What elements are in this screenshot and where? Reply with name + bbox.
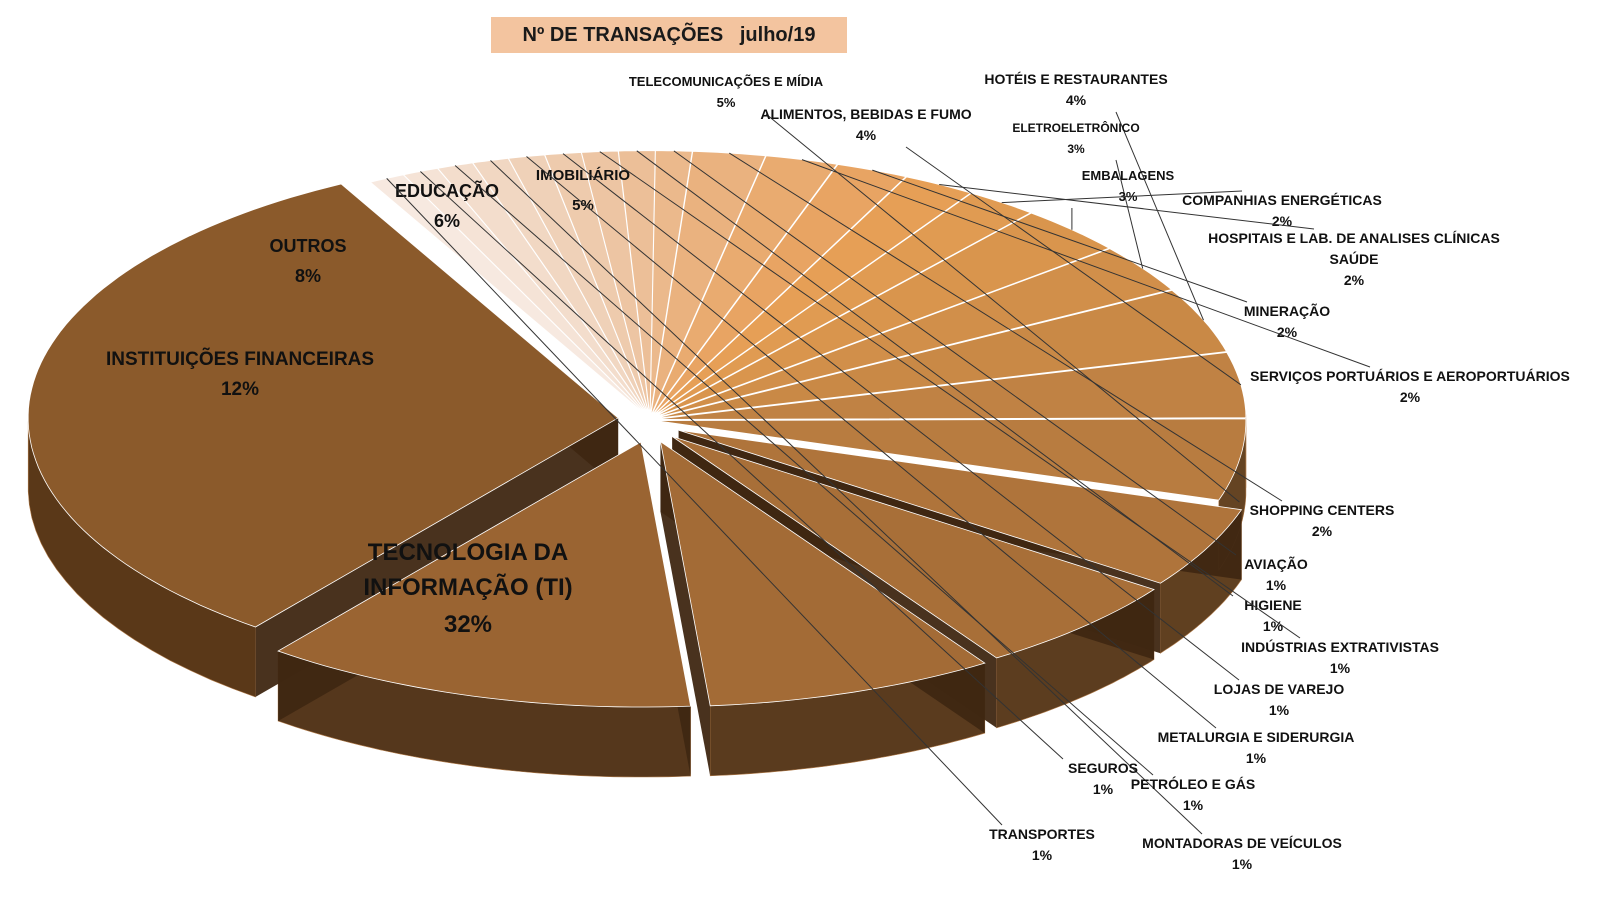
leader-line-7 xyxy=(905,146,1242,386)
slice-value-23: 1% xyxy=(1093,781,1114,797)
leader-line-21 xyxy=(490,160,1203,835)
slice-value-3: 8% xyxy=(295,266,321,286)
slice-value-5: 5% xyxy=(572,197,594,214)
leader-line-19 xyxy=(562,153,1240,681)
slice-value-20: 1% xyxy=(1246,750,1267,766)
slice-value-15: 2% xyxy=(1312,523,1333,539)
slice-label-3: OUTROS xyxy=(269,236,346,256)
slice-label-15: SHOPPING CENTERS xyxy=(1250,502,1395,518)
slice-value-18: 1% xyxy=(1330,660,1351,676)
slice-label-19: LOJAS DE VAREJO xyxy=(1214,681,1345,697)
pie-slice-1 xyxy=(27,183,619,628)
slice-value-4: 6% xyxy=(434,211,460,231)
leader-line-24 xyxy=(386,178,1003,826)
leader-line-11 xyxy=(1001,190,1243,204)
leader-line-6 xyxy=(765,113,1240,503)
leader-line-9 xyxy=(1115,159,1144,269)
slice-label-6: TELECOMUNICAÇÕES E MÍDIA xyxy=(629,74,824,89)
slice-label-5: IMOBILIÁRIO xyxy=(536,167,630,184)
slice-value-24: 1% xyxy=(1032,847,1053,863)
pie-edge-3-0 xyxy=(660,441,711,776)
leader-line-22 xyxy=(454,165,1154,776)
slice-value-13: 2% xyxy=(1277,324,1298,340)
leader-line-16 xyxy=(673,150,1237,556)
slice-value-16: 1% xyxy=(1266,577,1287,593)
slice-value-12: 2% xyxy=(1344,272,1365,288)
pie-slice-5 xyxy=(678,429,1243,584)
leader-line-23 xyxy=(420,171,1064,760)
leader-line-18 xyxy=(599,151,1301,639)
slice-label-2: INSTITUIÇÕES FINANCEIRAS xyxy=(106,348,374,370)
slice-value-8: 4% xyxy=(1066,92,1087,108)
slice-value-9: 3% xyxy=(1067,142,1085,156)
slice-label-11: COMPANHIAS ENERGÉTICAS xyxy=(1182,192,1382,208)
leader-line-17 xyxy=(636,150,1234,597)
slice-label-18: INDÚSTRIAS EXTRATIVISTAS xyxy=(1241,638,1439,655)
pie-slice-3 xyxy=(659,440,986,707)
pie-slice-6 xyxy=(655,418,1247,501)
slice-value-17: 1% xyxy=(1263,618,1284,634)
slice-value-6: 5% xyxy=(717,95,736,110)
slice-label-1-line2: INFORMAÇÃO (TI) xyxy=(363,573,572,601)
leader-line-15 xyxy=(729,152,1283,502)
slice-label-24: TRANSPORTES xyxy=(989,826,1095,842)
slice-label-21: MONTADORAS DE VEÍCULOS xyxy=(1142,835,1342,851)
slice-label-16: AVIAÇÃO xyxy=(1244,555,1308,572)
slice-label-1-line1: TECNOLOGIA DA xyxy=(368,539,568,566)
slice-label-12-line1: HOSPITAIS E LAB. DE ANALISES CLÍNICAS xyxy=(1208,230,1500,246)
slice-value-1: 32% xyxy=(444,611,492,638)
leader-line-14 xyxy=(801,159,1371,368)
leader-line-8 xyxy=(1115,111,1204,321)
slice-label-7: ALIMENTOS, BEBIDAS E FUMO xyxy=(760,106,971,122)
slice-label-10: EMBALAGENS xyxy=(1082,168,1175,183)
slice-value-2: 12% xyxy=(221,379,259,400)
slice-value-22: 1% xyxy=(1183,797,1204,813)
slice-value-7: 4% xyxy=(856,127,877,143)
chart-title: Nº DE TRANSAÇÕES julho/19 xyxy=(522,24,816,46)
slice-label-22: PETRÓLEO E GÁS xyxy=(1131,775,1255,792)
pie-slice-4 xyxy=(671,436,1155,659)
slice-label-12-line2: SAÚDE xyxy=(1329,250,1378,267)
slice-value-14: 2% xyxy=(1400,389,1421,405)
pie-slice-2 xyxy=(277,441,692,708)
slice-label-8: HOTÉIS E RESTAURANTES xyxy=(984,71,1167,87)
leader-line-20 xyxy=(526,156,1217,729)
chart-title-box xyxy=(491,17,847,53)
slice-label-14: SERVIÇOS PORTUÁRIOS E AEROPORTUÁRIOS xyxy=(1250,368,1570,384)
leader-line-12 xyxy=(939,184,1315,230)
slice-label-9: ELETROELETRÔNICO xyxy=(1012,120,1139,135)
slice-label-4: EDUCAÇÃO xyxy=(395,180,499,201)
slice-value-21: 1% xyxy=(1232,856,1253,872)
slice-label-20: METALURGIA E SIDERURGIA xyxy=(1158,729,1355,745)
leader-line-13 xyxy=(872,169,1248,303)
pie-top-faces xyxy=(27,150,1247,708)
slice-label-13: MINERAÇÃO xyxy=(1244,302,1330,319)
pie-labels: TECNOLOGIA DA INFORMAÇÃO (TI) 32% INSTITUIÇ… xyxy=(106,71,1570,872)
slice-label-23: SEGUROS xyxy=(1068,760,1138,776)
slice-value-19: 1% xyxy=(1269,702,1290,718)
